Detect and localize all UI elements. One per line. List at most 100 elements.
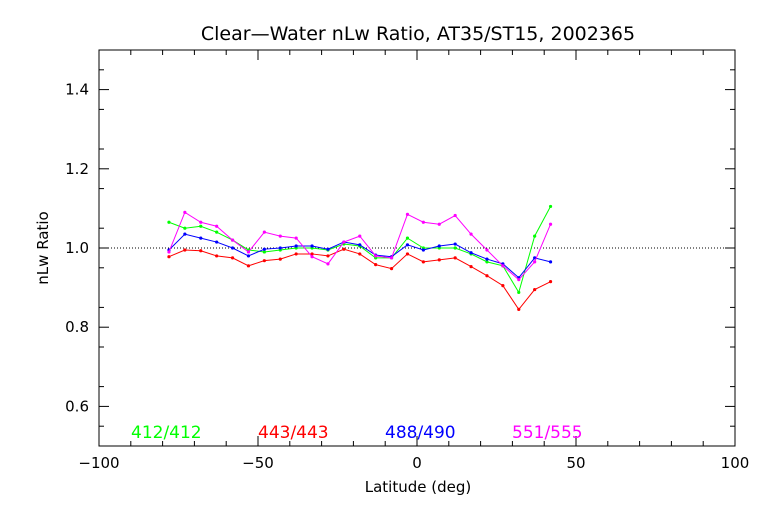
- axis-ticks: [98, 50, 736, 446]
- legend: 412/412 443/443 488/490 551/555: [131, 423, 583, 443]
- data-point: [183, 232, 187, 236]
- data-point: [421, 220, 425, 224]
- series-488-490: [167, 232, 553, 280]
- series-layer: [167, 204, 553, 311]
- data-point: [437, 222, 441, 226]
- series-443-443: [167, 247, 553, 311]
- data-point: [246, 250, 251, 254]
- y-axis-label: nLw Ratio: [34, 211, 52, 284]
- data-point: [533, 234, 537, 238]
- data-point: [421, 260, 425, 264]
- data-point: [437, 244, 441, 248]
- data-point: [405, 236, 410, 240]
- data-point: [294, 252, 298, 256]
- y-tick-label: 0.6: [65, 397, 89, 415]
- data-point: [167, 220, 171, 224]
- x-tick-label: −50: [242, 454, 274, 472]
- data-point: [167, 255, 171, 259]
- data-point: [437, 258, 441, 262]
- legend-entry: 551/555: [512, 423, 583, 443]
- data-point: [310, 255, 314, 259]
- data-point: [485, 274, 489, 278]
- data-point: [215, 254, 219, 258]
- legend-entry: 443/443: [258, 423, 329, 443]
- data-point: [548, 280, 553, 284]
- x-tick-label: 50: [566, 454, 585, 472]
- data-point: [183, 210, 187, 214]
- x-tick-label: 0: [412, 454, 422, 472]
- data-point: [389, 266, 394, 271]
- data-point: [326, 247, 330, 251]
- data-point: [501, 284, 505, 288]
- data-point: [485, 248, 489, 252]
- data-point: [262, 259, 266, 263]
- data-point: [517, 307, 521, 311]
- data-point: [215, 240, 219, 244]
- data-point: [405, 212, 410, 216]
- x-tick-label: −100: [78, 454, 119, 472]
- data-point: [310, 252, 314, 256]
- data-point: [517, 290, 521, 294]
- data-point: [199, 249, 203, 253]
- data-point: [405, 252, 410, 256]
- data-point: [294, 236, 298, 240]
- data-point: [262, 247, 266, 251]
- legend-entry: 412/412: [131, 423, 202, 443]
- data-point: [548, 204, 553, 209]
- data-point: [485, 260, 489, 264]
- data-point: [453, 246, 457, 250]
- legend-entry: 488/490: [385, 423, 456, 443]
- chart-title: Clear—Water nLw Ratio, AT35/ST15, 200236…: [201, 23, 635, 45]
- data-point: [230, 256, 235, 260]
- data-point: [230, 238, 235, 242]
- data-point: [453, 213, 457, 218]
- x-axis-label: Latitude (deg): [365, 478, 471, 496]
- data-point: [262, 230, 266, 234]
- y-tick-label: 1.0: [65, 239, 89, 257]
- data-point: [230, 246, 235, 250]
- data-point: [183, 226, 187, 230]
- data-point: [183, 248, 187, 252]
- y-tick-label: 0.8: [65, 318, 89, 336]
- data-point: [262, 250, 266, 254]
- data-point: [453, 242, 457, 246]
- series-551-555: [167, 210, 553, 282]
- data-point: [374, 254, 378, 258]
- data-point: [326, 262, 330, 266]
- tick-labels: −100 −50 0 50 100 0.6 0.8 1.0 1.2 1.4: [65, 81, 749, 472]
- data-point: [278, 257, 282, 261]
- data-point: [421, 248, 425, 252]
- data-point: [199, 224, 203, 228]
- data-point: [199, 236, 203, 240]
- data-point: [469, 251, 473, 255]
- data-point: [167, 250, 171, 254]
- y-tick-label: 1.4: [65, 81, 89, 99]
- data-point: [374, 263, 378, 267]
- data-point: [342, 240, 346, 244]
- series-line: [168, 248, 551, 311]
- data-point: [485, 257, 489, 261]
- data-point: [533, 260, 537, 264]
- x-tick-label: 100: [721, 454, 750, 472]
- y-tick-label: 1.2: [65, 160, 89, 178]
- data-point: [533, 287, 537, 292]
- data-point: [453, 256, 457, 260]
- data-point: [215, 224, 219, 228]
- data-point: [246, 254, 251, 258]
- data-point: [326, 254, 330, 258]
- data-point: [501, 264, 505, 268]
- data-point: [358, 243, 362, 247]
- data-point: [215, 230, 219, 234]
- data-point: [389, 256, 394, 260]
- data-point: [246, 264, 251, 268]
- data-point: [517, 278, 521, 282]
- data-point: [405, 243, 410, 247]
- data-point: [294, 244, 298, 248]
- data-point: [548, 260, 553, 264]
- data-point: [469, 265, 473, 269]
- data-point: [278, 246, 282, 250]
- data-point: [358, 252, 362, 256]
- data-point: [342, 247, 346, 251]
- data-point: [199, 220, 203, 224]
